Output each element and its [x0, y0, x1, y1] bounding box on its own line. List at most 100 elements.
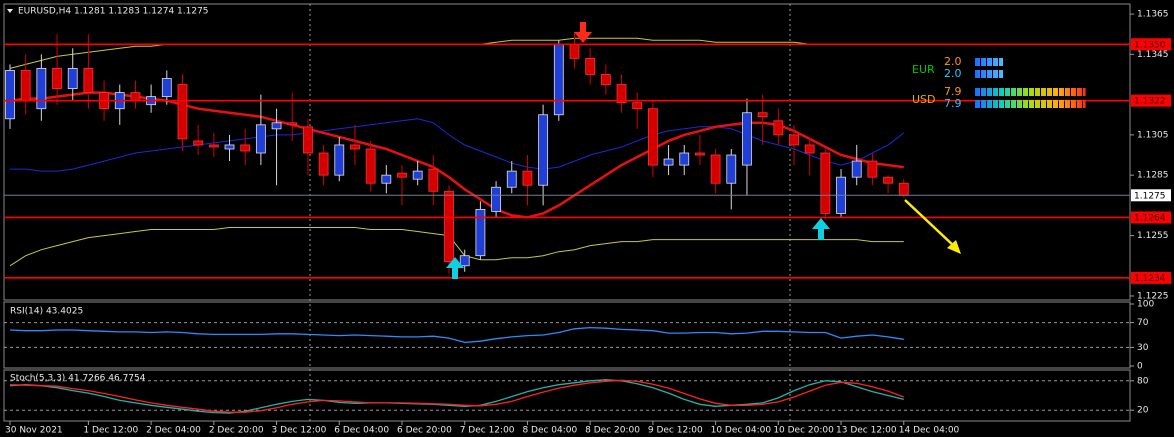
candle-body — [365, 148, 376, 184]
stoch-title: Stoch(5,3,3) 41.7266 46.7754 — [10, 374, 146, 384]
y-tick-label: 100 — [1137, 300, 1154, 310]
x-tick-label: 30 Nov 2021 — [5, 426, 63, 436]
rsi-title: RSI(14) 43.4025 — [10, 307, 83, 317]
candle-body — [67, 68, 78, 89]
last-price-box — [1131, 189, 1171, 202]
x-tick-label: 2 Dec 04:00 — [146, 426, 201, 436]
strength-value: 2.0 — [944, 67, 962, 80]
candle-body — [867, 160, 878, 178]
candle-body — [569, 43, 580, 59]
level-label: 1.1234 — [1134, 274, 1166, 284]
y-tick-label: 1.1305 — [1137, 130, 1169, 140]
strength-bar — [975, 58, 1003, 66]
candle-body — [255, 124, 266, 154]
candle-body — [679, 152, 690, 166]
strength-bar — [975, 100, 1086, 108]
candle-body — [397, 172, 407, 178]
y-tick-label: 1.1255 — [1137, 231, 1169, 241]
main-panel — [3, 3, 1131, 301]
x-tick-label: 9 Dec 12:00 — [648, 426, 703, 436]
y-tick-label: 1.1365 — [1137, 10, 1169, 20]
candle-body — [161, 78, 172, 98]
chart-title: EURUSD,H4 1.1281 1.1283 1.1274 1.1275 — [18, 7, 209, 17]
candle-body — [491, 186, 501, 212]
candle-body — [428, 168, 439, 192]
candle-body — [600, 74, 611, 85]
y-tick-label: 0 — [1137, 362, 1143, 372]
y-tick-label: 20 — [1137, 406, 1149, 416]
x-tick-label: 8 Dec 20:00 — [585, 426, 640, 436]
strength-value: 7.9 — [944, 85, 962, 98]
x-tick-label: 10 Dec 04:00 — [711, 426, 772, 436]
level-label-box — [1131, 271, 1171, 284]
level-label-box — [1131, 94, 1171, 107]
sell-arrow — [574, 22, 592, 43]
candle-body — [287, 122, 298, 126]
candle-body — [773, 120, 784, 136]
candle-body — [193, 140, 204, 146]
candle-body — [742, 112, 752, 166]
candle-body — [506, 170, 517, 188]
candle-body — [303, 126, 313, 154]
y-tick-label: 70 — [1137, 318, 1149, 328]
candle-body — [585, 57, 596, 75]
strength-value: 7.9 — [944, 97, 962, 110]
y-tick-label: 1.1285 — [1137, 171, 1169, 181]
x-tick-label: 2 Dec 20:00 — [209, 426, 264, 436]
x-tick-label: 10 Dec 20:00 — [773, 426, 834, 436]
level-label: 1.1264 — [1134, 213, 1166, 223]
candle-body — [412, 170, 423, 180]
currency-name: EUR — [912, 63, 935, 76]
forecast-arrow — [904, 199, 961, 254]
candle-body — [240, 144, 251, 152]
x-tick-label: 6 Dec 04:00 — [334, 426, 389, 436]
candle-body — [350, 144, 360, 150]
buy-arrow — [812, 218, 830, 240]
buy-arrow — [446, 257, 464, 279]
candle-body — [663, 158, 674, 166]
strength-bar — [975, 70, 1003, 78]
rsi-panel — [3, 301, 1131, 369]
candle-body — [334, 144, 345, 176]
candle-body — [83, 68, 94, 93]
indicator-line — [9, 37, 904, 69]
candle-body — [898, 182, 909, 196]
candle-body — [20, 70, 31, 102]
candle-body — [52, 68, 62, 89]
x-tick-label: 13 Dec 12:00 — [836, 426, 897, 436]
plot: 1.1365 1.1345 1.1305 1.1285 1.1255 1.1225 30 N… — [4, 10, 1171, 436]
menu-triangle — [7, 9, 13, 13]
candle-body — [695, 152, 705, 156]
indicator-line — [9, 326, 904, 344]
candle-body — [177, 84, 188, 140]
candle-body — [632, 102, 643, 110]
x-tick-label: 6 Dec 20:00 — [397, 426, 452, 436]
x-tick-label: 8 Dec 04:00 — [522, 426, 577, 436]
y-tick-label: 1.1225 — [1137, 291, 1169, 301]
candle-body — [522, 170, 533, 186]
candle-body — [538, 114, 549, 186]
candle-body — [130, 92, 141, 102]
currency-name: USD — [912, 93, 936, 106]
candle-body — [224, 144, 235, 150]
candle-body — [789, 134, 799, 146]
indicator-line — [9, 379, 904, 414]
x-tick-label: 3 Dec 12:00 — [272, 426, 327, 436]
indicator-line — [9, 91, 904, 219]
strength-value: 2.0 — [944, 55, 962, 68]
level-label: 1.1350 — [1134, 40, 1166, 50]
candle-body — [5, 70, 15, 120]
candle-body — [459, 255, 470, 267]
stoch-panel — [3, 369, 1131, 422]
candle-body — [804, 144, 815, 154]
x-tick-label: 7 Dec 12:00 — [460, 426, 515, 436]
strength-bar — [975, 88, 1086, 96]
x-tick-label: 1 Dec 12:00 — [83, 426, 138, 436]
candle-body — [757, 112, 768, 118]
candle-body — [475, 208, 486, 257]
candle-body — [553, 43, 564, 116]
candle-body — [883, 176, 893, 184]
y-tick-label: 80 — [1137, 376, 1149, 386]
